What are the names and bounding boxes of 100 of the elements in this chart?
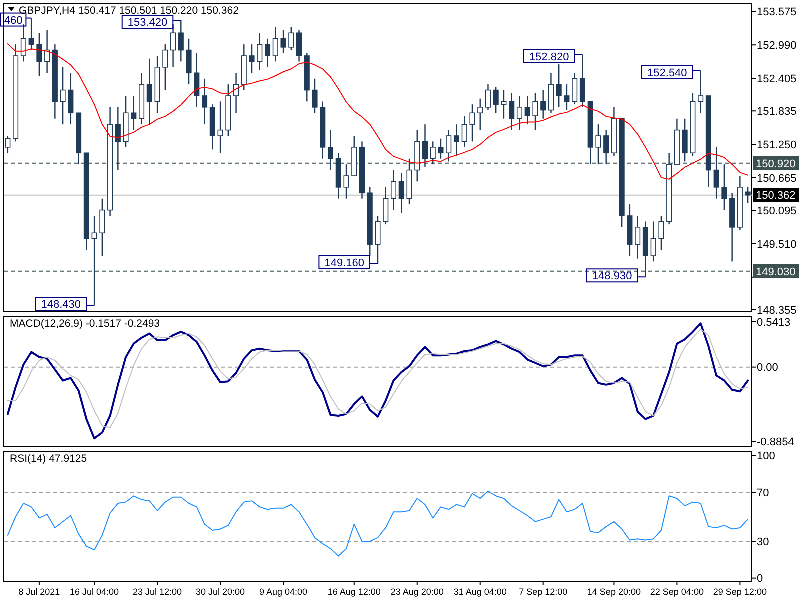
y-tick-label: 150.095 bbox=[757, 205, 797, 218]
candlestick bbox=[501, 90, 507, 120]
y-tick-label: 151.835 bbox=[757, 106, 797, 118]
candlestick bbox=[698, 70, 704, 114]
candlestick bbox=[658, 215, 664, 251]
candlestick bbox=[249, 44, 255, 74]
x-tick-label: 29 Sep 12:00 bbox=[713, 587, 767, 597]
y-tick-label: 153.575 bbox=[757, 6, 797, 19]
candlestick bbox=[650, 221, 656, 262]
candlestick bbox=[470, 104, 476, 142]
candlestick bbox=[218, 101, 224, 154]
chart-title: RSI(14) 47.9125 bbox=[10, 453, 88, 465]
line-series bbox=[7, 329, 749, 428]
y-tick-label: 100 bbox=[757, 450, 776, 463]
candlestick bbox=[438, 138, 444, 160]
candlestick bbox=[454, 124, 460, 157]
candlestick bbox=[328, 130, 334, 171]
candlestick bbox=[422, 124, 428, 168]
y-tick-label: 0.5413 bbox=[757, 316, 791, 329]
y-tick-label: -0.8854 bbox=[757, 436, 794, 448]
x-tick-label: 30 Jul 20:00 bbox=[196, 587, 246, 597]
x-tick-label: 8 Jul 2021 bbox=[18, 587, 60, 597]
candlestick bbox=[398, 172, 404, 214]
y-tick-label: 30 bbox=[757, 536, 770, 548]
candlestick bbox=[296, 30, 302, 62]
x-tick-label: 23 Aug 20:00 bbox=[390, 587, 444, 597]
x-tick-label: 22 Sep 04:00 bbox=[650, 587, 704, 597]
y-tick-label: 70 bbox=[757, 487, 770, 500]
candlestick bbox=[186, 38, 192, 86]
candlestick bbox=[462, 115, 468, 148]
candlestick bbox=[430, 141, 436, 166]
ref-line-label: 150.920 bbox=[756, 158, 796, 170]
candlestick bbox=[344, 164, 350, 200]
candlestick bbox=[446, 130, 452, 162]
candlestick bbox=[131, 95, 137, 131]
x-tick-label: 16 Aug 12:00 bbox=[328, 587, 381, 597]
candlestick bbox=[280, 30, 286, 54]
x-tick-label: 16 Jul 04:00 bbox=[70, 587, 120, 597]
candlestick bbox=[722, 164, 728, 211]
candlestick bbox=[36, 32, 42, 77]
candlestick bbox=[596, 124, 602, 166]
candlestick bbox=[714, 146, 720, 200]
candlestick bbox=[635, 215, 641, 260]
text: 153.420 bbox=[128, 17, 168, 30]
y-tick-label: 150.665 bbox=[757, 172, 797, 185]
x-tick-label: 7 Sep 12:00 bbox=[519, 587, 568, 597]
candlestick bbox=[28, 18, 34, 51]
text: 149.160 bbox=[324, 258, 364, 270]
line-series bbox=[7, 490, 749, 557]
candlestick bbox=[390, 170, 397, 211]
candlestick bbox=[682, 118, 688, 162]
x-tick-label: 31 Aug 04:00 bbox=[454, 587, 507, 597]
candlestick bbox=[383, 186, 389, 226]
y-tick-label: 151.250 bbox=[757, 139, 797, 152]
y-tick-label: 148.355 bbox=[757, 304, 797, 317]
candlestick bbox=[478, 98, 484, 131]
candlestick bbox=[170, 24, 176, 68]
candlestick bbox=[580, 54, 586, 108]
candlestick bbox=[68, 72, 74, 126]
candlestick bbox=[312, 78, 318, 114]
candlestick bbox=[234, 72, 240, 114]
candlestick bbox=[532, 92, 538, 131]
candlestick bbox=[257, 32, 263, 71]
candlestick bbox=[556, 64, 562, 108]
candlestick bbox=[146, 58, 152, 126]
candlestick bbox=[564, 84, 570, 111]
candlestick bbox=[485, 84, 491, 111]
candlestick bbox=[272, 26, 278, 62]
candlestick bbox=[288, 26, 294, 51]
candlestick bbox=[745, 186, 751, 204]
text: 152.820 bbox=[529, 51, 570, 64]
candlestick bbox=[194, 52, 200, 108]
candlestick bbox=[162, 44, 168, 91]
candlestick bbox=[509, 92, 515, 131]
x-tick-label: 14 Sep 20:00 bbox=[587, 587, 641, 597]
y-tick-label: 0.00 bbox=[757, 362, 778, 374]
candlestick bbox=[60, 66, 66, 126]
ref-line-label: 149.030 bbox=[756, 266, 796, 278]
candlestick bbox=[115, 106, 121, 171]
chart-title: GBPJPY,H4 150.417 150.501 150.220 150.362 bbox=[19, 5, 240, 17]
candlestick bbox=[524, 95, 530, 126]
ref-line-label: 150.362 bbox=[756, 190, 796, 202]
candlestick bbox=[178, 20, 184, 62]
candlestick bbox=[265, 38, 271, 68]
candlestick bbox=[604, 130, 610, 166]
y-tick-label: 152.990 bbox=[757, 40, 797, 52]
text: 460 bbox=[4, 14, 23, 27]
candlestick bbox=[202, 78, 208, 126]
text: 152.540 bbox=[648, 67, 688, 80]
y-tick-label: 0 bbox=[757, 573, 764, 586]
candlestick bbox=[44, 30, 50, 74]
candlestick bbox=[540, 90, 546, 120]
candlestick bbox=[92, 215, 98, 306]
text: 148.930 bbox=[592, 270, 632, 283]
candlestick bbox=[375, 215, 381, 265]
x-tick-label: 23 Jul 12:00 bbox=[133, 587, 182, 597]
candlestick bbox=[572, 72, 578, 106]
candlestick bbox=[100, 198, 106, 257]
x-tick-label: 9 Aug 04:00 bbox=[259, 587, 308, 597]
candlestick bbox=[20, 24, 26, 62]
